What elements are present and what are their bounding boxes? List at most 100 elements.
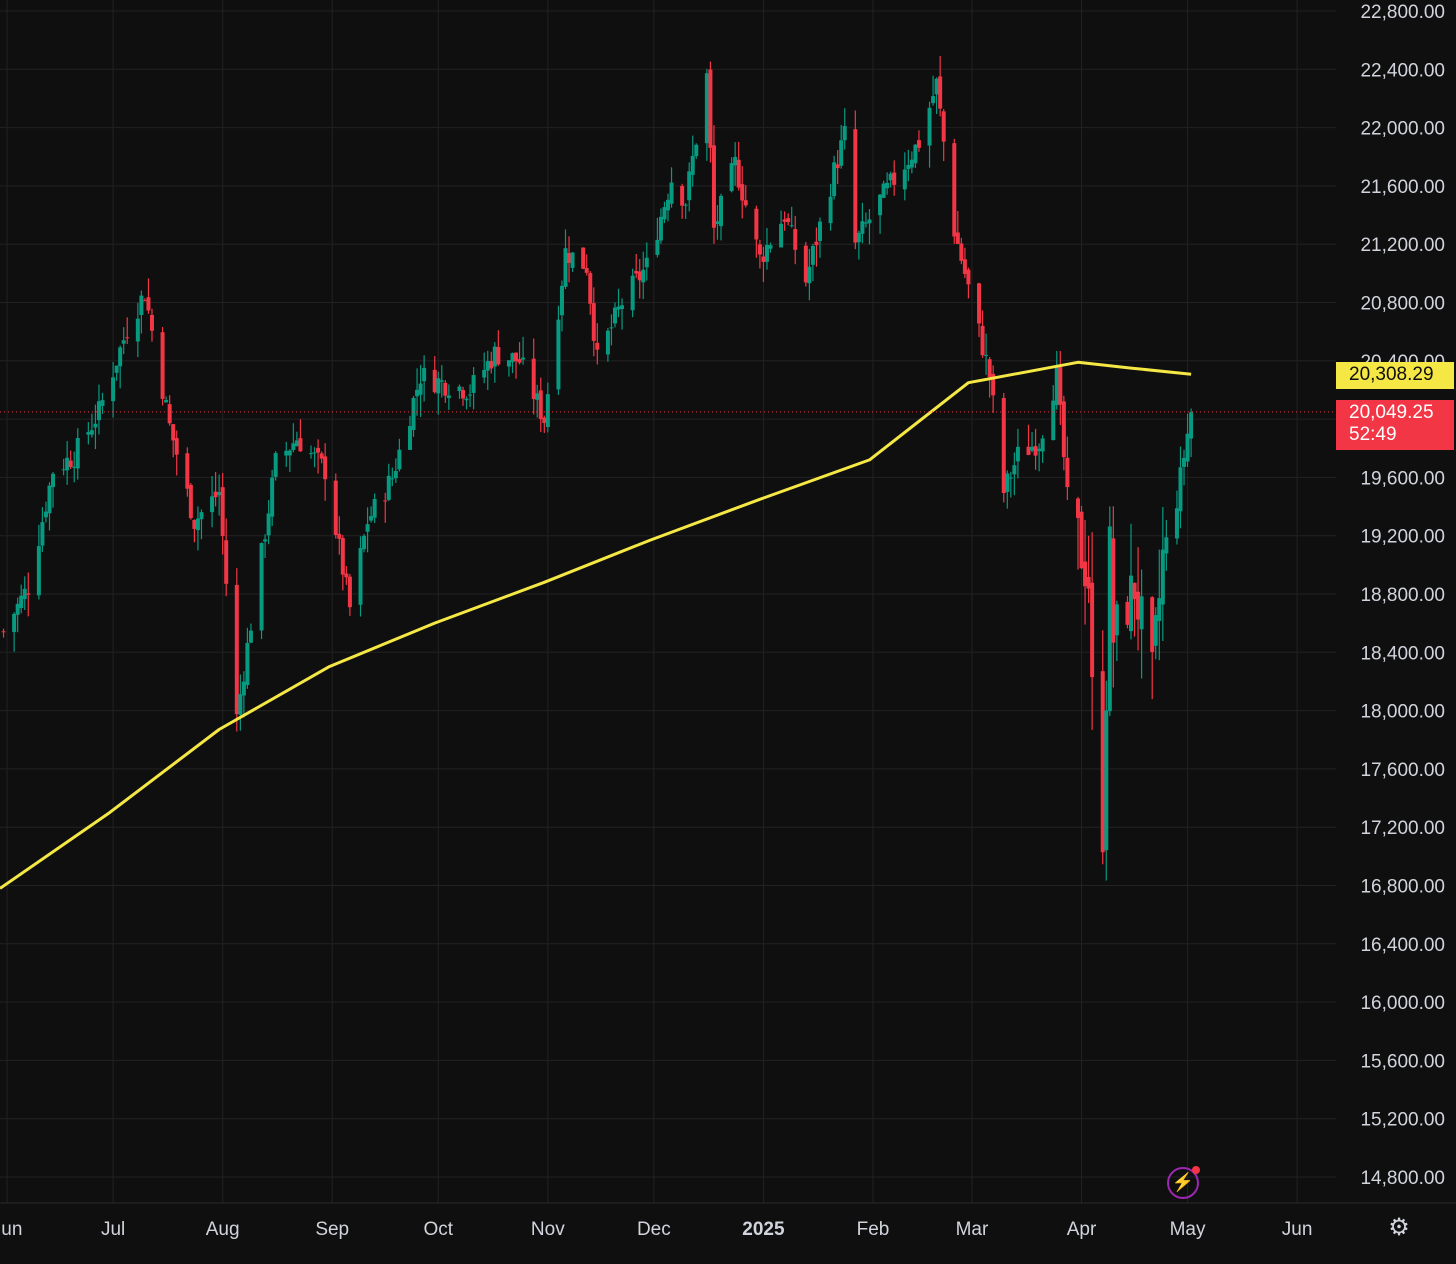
candle-body [630,275,635,311]
candle-body [485,361,490,371]
candle-body [372,499,377,518]
candle-body [1111,538,1116,643]
candle-body [43,511,48,518]
candle-body [111,377,116,402]
candle-body [743,200,748,206]
candle-body [1150,597,1155,652]
candle-body [369,516,374,521]
candle-body [715,221,720,225]
candle-body [782,219,787,222]
candle-body [1185,433,1190,462]
candle-body [1182,457,1187,467]
y-axis-tick-label: 19,600.00 [1360,468,1445,489]
candle-body [764,244,769,262]
candle-body [482,369,487,378]
candle-body [100,400,105,406]
candle-body [291,443,296,450]
candle-body [853,129,858,243]
candle-body [234,584,239,715]
candle-body [881,183,886,198]
candle-body [118,347,123,367]
candle-body [892,172,897,185]
candle-body [612,307,617,324]
candle-body [471,375,476,393]
candle-body [531,358,536,400]
candle-body [952,143,957,237]
candle-body [521,357,526,360]
y-axis-tick-label: 21,200.00 [1360,235,1445,256]
candle-body [340,537,345,575]
candle-body [605,330,610,355]
candle-body [1174,508,1179,539]
bolt-icon[interactable]: ⚡ [1167,1166,1200,1199]
candle-body [1090,582,1095,678]
candle-body [188,484,193,519]
candle-body [248,630,253,643]
candle-body [832,162,837,197]
candle-body [362,535,367,550]
candle-body [390,478,395,480]
candle-body [347,576,352,608]
candle-body [1040,438,1045,452]
candle-body [217,492,222,496]
candle-body [1054,365,1059,406]
candle-body [835,164,840,169]
candle-body [294,440,299,447]
candle-body [754,208,759,240]
candle-body [142,300,147,302]
candle-body [12,613,17,633]
candle-body [711,145,716,228]
candle-body [171,424,176,441]
candle-body [89,430,94,435]
candle-body [807,266,812,284]
x-axis-tick-label: Aug [206,1219,240,1240]
candle-body [146,297,151,311]
candle-body [22,588,27,600]
candle-body [312,452,317,454]
candle-body [810,245,815,265]
candle-body [506,360,511,367]
candle-body [959,243,964,261]
candle-body [489,361,494,369]
candle-body [316,447,321,453]
candle-body [719,195,724,227]
candle-body [690,155,695,175]
y-axis-tick-label: 22,000.00 [1360,119,1445,140]
candle-body [902,169,907,190]
x-axis-tick-label: Nov [531,1219,565,1240]
x-axis-tick-label: Mar [956,1219,989,1240]
candle-body [793,229,798,250]
candle-body [164,400,169,403]
x-axis-tick-label: Jun [0,1219,22,1240]
candle-body [1065,457,1070,488]
moving-average-line [0,360,1192,890]
candle-body [468,394,473,396]
candle-body [337,533,342,539]
candle-body [687,171,692,201]
candle-body [669,182,674,204]
candle-body [1104,710,1109,851]
x-axis-tick-label: Feb [857,1219,890,1240]
candle-body [559,285,564,316]
candle-body [1100,671,1105,853]
candle-body [383,500,388,502]
candle-body [1051,400,1056,441]
y-axis-tick-label: 16,000.00 [1360,993,1445,1014]
candle-body [987,359,992,378]
candle-body [517,359,522,363]
candle-body [422,367,427,382]
y-axis-tick-label: 18,400.00 [1360,643,1445,664]
candle-body [386,475,391,500]
x-axis-tick-label: Jul [101,1219,125,1240]
candle-body [464,398,469,401]
candle-body [1129,575,1134,632]
candle-body [906,164,911,170]
candle-body [789,225,794,227]
settings-gear-icon[interactable]: ⚙ [1388,1214,1410,1241]
candle-body [397,449,402,470]
candle-body [1114,604,1119,636]
candle-body [284,450,289,456]
candle-body [443,382,448,396]
